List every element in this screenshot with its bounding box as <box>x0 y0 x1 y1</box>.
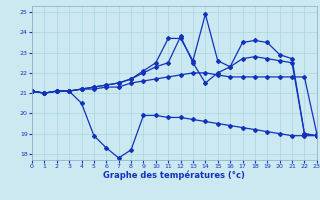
X-axis label: Graphe des températures (°c): Graphe des températures (°c) <box>103 171 245 180</box>
